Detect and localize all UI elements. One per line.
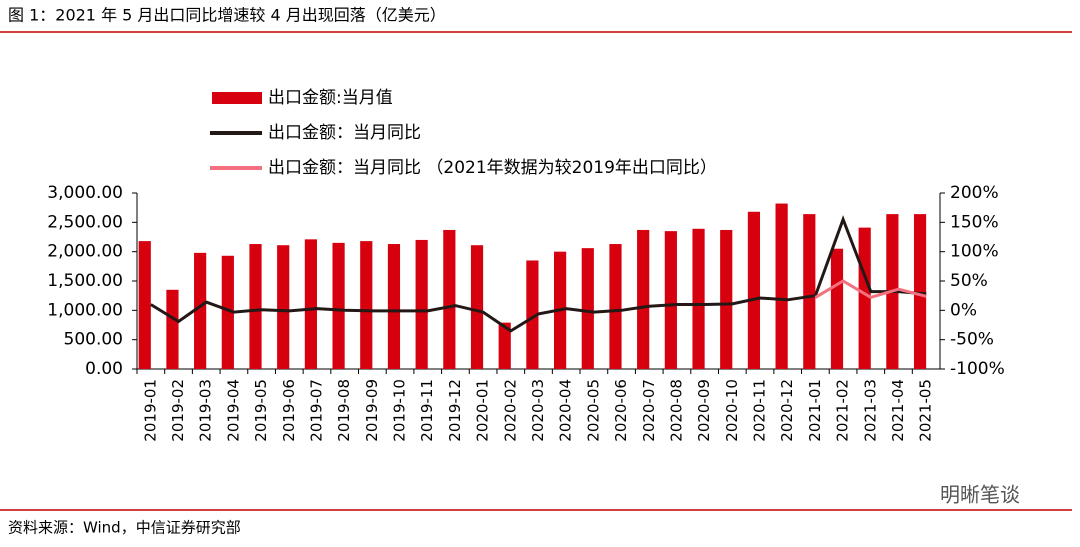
legend-label: 出口金额：当月同比 — [268, 123, 421, 143]
x-tick-label: 2019-03 — [197, 379, 215, 442]
y-tick-label: 500.00 — [64, 330, 123, 350]
bar — [387, 244, 401, 369]
x-tick-label: 2020-11 — [751, 379, 769, 442]
y2-tick-label: 0% — [950, 300, 977, 320]
bar — [720, 229, 733, 369]
x-tick-label: 2021-01 — [806, 379, 824, 442]
y-tick-label: 0.00 — [85, 359, 123, 379]
legend-label: 出口金额：当月同比 （2021年数据为较2019年出口同比） — [268, 158, 717, 178]
bar — [664, 231, 677, 369]
x-tick-label: 2019-08 — [335, 379, 353, 442]
x-tick-label: 2020-04 — [557, 379, 575, 442]
bar — [249, 244, 262, 369]
watermark: 明晰笔谈 — [940, 483, 1020, 507]
x-tick-label: 2020-02 — [501, 379, 519, 442]
x-tick-label: 2019-07 — [307, 379, 325, 442]
x-tick-label: 2020-09 — [695, 379, 713, 442]
y-tick-label: 3,000.00 — [47, 183, 123, 203]
bar — [470, 245, 484, 369]
bar — [609, 244, 622, 369]
bar — [775, 203, 788, 369]
x-tick-label: 2019-12 — [446, 379, 464, 442]
y-tick-label: 2,000.00 — [47, 242, 123, 262]
bar — [443, 229, 456, 369]
bar — [830, 248, 844, 369]
x-tick-label: 2019-04 — [224, 379, 242, 442]
bar — [194, 252, 207, 369]
bar — [637, 229, 650, 369]
line — [150, 215, 927, 333]
line — [814, 279, 927, 300]
bar — [581, 248, 594, 369]
x-tick-label: 2020-07 — [640, 379, 658, 442]
bar — [526, 260, 539, 369]
y2-tick-label: -100% — [950, 359, 1005, 379]
y2-tick-label: -50% — [950, 330, 994, 350]
bar — [221, 255, 234, 369]
x-tick-label: 2021-04 — [889, 379, 907, 442]
y2-tick-label: 100% — [950, 242, 999, 262]
source: 资料来源：Wind，中信证券研究部 — [8, 519, 241, 537]
bar — [277, 245, 290, 369]
bar — [415, 239, 428, 369]
bar — [747, 211, 761, 369]
x-tick-label: 2020-10 — [723, 379, 741, 442]
bar — [498, 322, 511, 369]
x-tick-label: 2021-05 — [917, 379, 935, 442]
x-tick-label: 2019-05 — [252, 379, 270, 442]
y2-tick-label: 150% — [950, 212, 999, 232]
bar — [304, 239, 317, 369]
x-tick-label: 2020-01 — [474, 379, 492, 442]
legend-label: 出口金额:当月值 — [268, 88, 393, 108]
y2-tick-label: 50% — [950, 271, 988, 291]
x-tick-label: 2021-02 — [834, 379, 852, 442]
bar — [913, 214, 927, 369]
x-tick-label: 2021-03 — [861, 379, 879, 442]
y-tick-label: 2,500.00 — [47, 212, 123, 232]
legend-swatch — [212, 92, 262, 104]
x-tick-label: 2019-09 — [363, 379, 381, 442]
y-tick-label: 1,000.00 — [47, 300, 123, 320]
bar — [166, 289, 179, 369]
x-tick-label: 2020-03 — [529, 379, 547, 442]
x-tick-label: 2019-02 — [169, 379, 187, 442]
bar — [332, 242, 345, 369]
x-tick-label: 2020-06 — [612, 379, 630, 442]
x-tick-label: 2019-01 — [141, 379, 159, 442]
bar — [692, 228, 705, 369]
x-tick-label: 2020-12 — [778, 379, 796, 442]
x-tick-label: 2020-08 — [667, 379, 685, 442]
y2-tick-label: 200% — [950, 183, 999, 203]
bar — [803, 214, 816, 369]
bar — [858, 227, 871, 369]
bar — [360, 241, 373, 369]
title: 图 1：2021 年 5 月出口同比增速较 4 月出现回落（亿美元） — [8, 6, 446, 25]
bar — [138, 241, 151, 369]
x-tick-label: 2020-05 — [584, 379, 602, 442]
y-tick-label: 1,500.00 — [47, 271, 123, 291]
x-tick-label: 2019-11 — [418, 379, 436, 442]
x-tick-label: 2019-06 — [280, 379, 298, 442]
x-tick-label: 2019-10 — [391, 379, 409, 442]
